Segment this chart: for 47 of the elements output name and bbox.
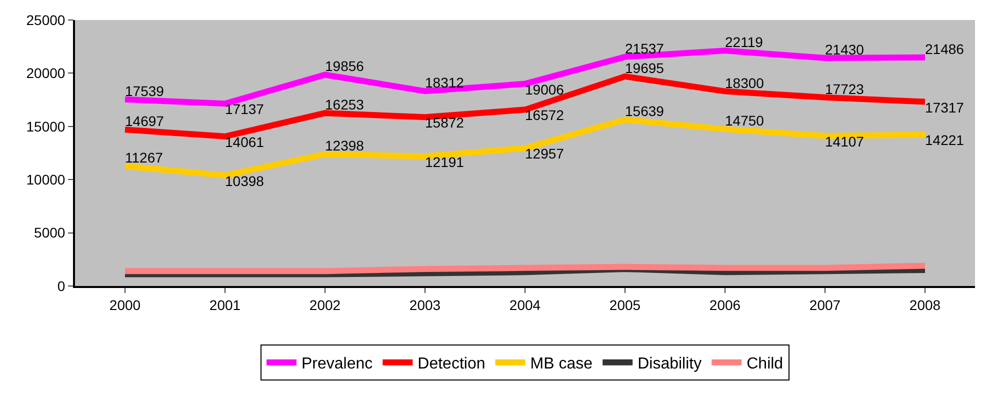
y-tick-label: 0 bbox=[57, 278, 66, 294]
data-label: 14107 bbox=[825, 133, 864, 150]
y-tick-label: 25000 bbox=[26, 12, 66, 28]
data-label: 19695 bbox=[625, 60, 664, 76]
x-tick-label: 2006 bbox=[709, 296, 741, 313]
data-label: 12398 bbox=[325, 138, 364, 154]
data-label: 12191 bbox=[425, 154, 464, 170]
data-label: 11267 bbox=[125, 150, 164, 166]
data-label: 14221 bbox=[925, 132, 964, 148]
y-tick-label: 10000 bbox=[26, 172, 66, 188]
data-label: 15872 bbox=[425, 114, 464, 131]
data-label: 19856 bbox=[325, 58, 364, 74]
data-label: 12957 bbox=[525, 146, 564, 162]
x-tick-label: 2004 bbox=[509, 296, 541, 313]
legend-label: Detection bbox=[418, 356, 486, 373]
data-label: 18312 bbox=[425, 74, 464, 91]
data-label: 16572 bbox=[525, 107, 564, 124]
data-label: 17137 bbox=[225, 101, 264, 118]
data-label: 14061 bbox=[225, 134, 264, 150]
x-tick-label: 2005 bbox=[609, 296, 641, 313]
data-label: 16253 bbox=[325, 96, 364, 113]
x-tick-label: 2001 bbox=[209, 296, 241, 313]
data-label: 18300 bbox=[725, 74, 764, 91]
y-tick-label: 20000 bbox=[26, 65, 66, 82]
data-label: 21486 bbox=[925, 40, 964, 57]
data-label: 10398 bbox=[225, 172, 264, 189]
data-label: 22119 bbox=[725, 34, 764, 50]
data-label: 17539 bbox=[125, 82, 164, 99]
data-label: 19006 bbox=[525, 81, 564, 98]
y-tick-label: 5000 bbox=[34, 224, 66, 241]
data-label: 21537 bbox=[625, 40, 664, 56]
x-tick-label: 2003 bbox=[409, 296, 441, 313]
x-tick-label: 2008 bbox=[909, 296, 941, 313]
legend-label: Prevalenc bbox=[302, 356, 373, 373]
legend-label: MB case bbox=[530, 356, 593, 373]
data-label: 14697 bbox=[125, 113, 164, 130]
x-tick-label: 2000 bbox=[109, 296, 141, 313]
data-label: 17723 bbox=[825, 80, 864, 97]
x-tick-label: 2002 bbox=[309, 296, 341, 313]
y-tick-label: 15000 bbox=[26, 118, 66, 134]
data-label: 21430 bbox=[825, 41, 864, 58]
data-label: 14750 bbox=[725, 112, 764, 129]
x-tick-label: 2007 bbox=[809, 296, 841, 313]
legend-label: Disability bbox=[638, 356, 702, 373]
legend-label: Child bbox=[746, 356, 784, 373]
data-label: 17317 bbox=[925, 99, 964, 116]
data-label: 15639 bbox=[625, 103, 664, 120]
